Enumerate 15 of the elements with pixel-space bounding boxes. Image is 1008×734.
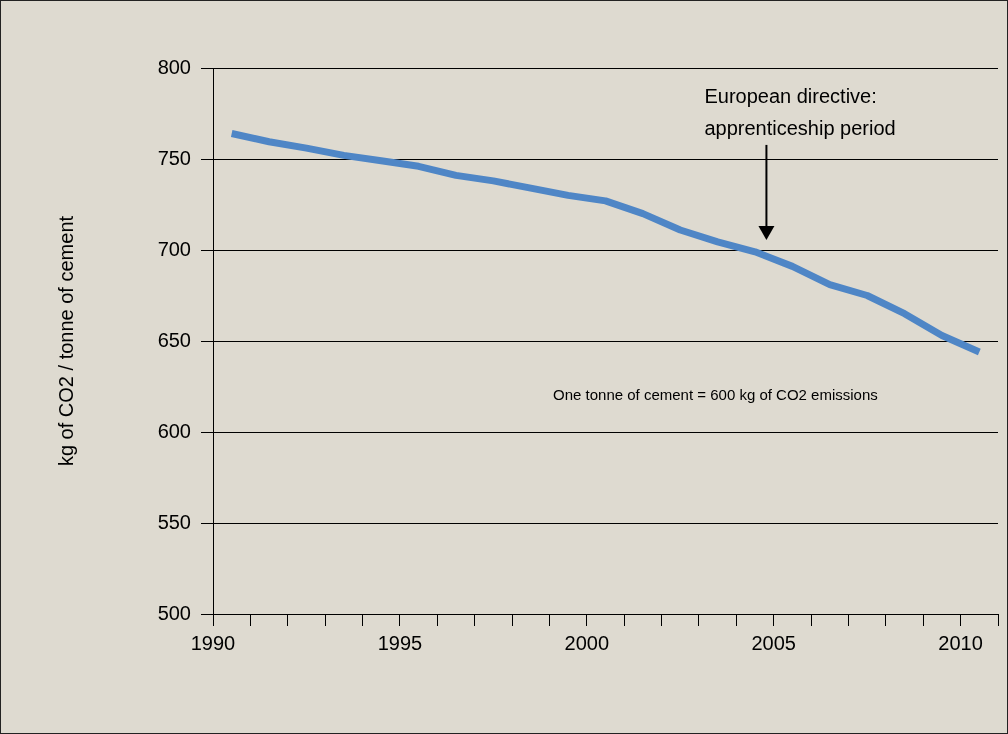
- y-tick-label: 600: [157, 419, 191, 442]
- x-tick-label: 1990: [190, 631, 236, 654]
- annotation: European directive: apprenticeship period: [704, 84, 896, 139]
- y-tick-label: 550: [157, 510, 191, 533]
- y-tick-label: 700: [157, 237, 191, 260]
- x-tick-label: 2010: [938, 631, 983, 654]
- x-tick-label: 2000: [564, 631, 610, 654]
- y-tick-label: 750: [157, 146, 191, 169]
- annotation: One tonne of cement = 600 kg of CO2 emissions: [553, 385, 878, 403]
- x-tick-label: 1995: [377, 631, 423, 654]
- x-tick-label: 2005: [751, 631, 796, 654]
- y-axis-title: kg of CO2 / tonne of cement: [54, 215, 77, 467]
- y-tick-label: 500: [157, 601, 191, 624]
- y-tick-label: 650: [157, 328, 191, 351]
- y-tick-label: 800: [157, 55, 191, 78]
